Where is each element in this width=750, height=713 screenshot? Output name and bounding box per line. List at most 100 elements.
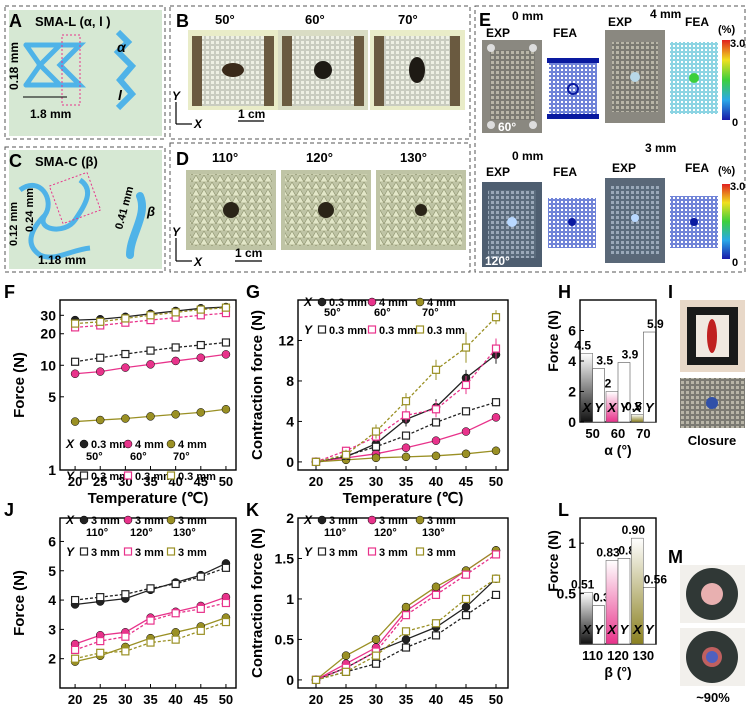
e-fea-3 <box>548 198 596 248</box>
ratio-caption: ~90% <box>696 690 730 705</box>
data-point-G-2 <box>401 452 411 462</box>
x-tick-label-K: 45 <box>459 692 473 707</box>
legend-angle-F: 50° <box>86 451 103 463</box>
photo-d-120 <box>281 170 371 250</box>
data-point-G-1 <box>461 427 471 436</box>
x-tick-label-J: 45 <box>194 692 208 707</box>
legend-marker-open-F <box>123 471 133 480</box>
bar-y-L-110 <box>592 605 605 645</box>
x-tick-label-J: 20 <box>68 692 82 707</box>
legend-label-x-J: 3 mm <box>91 515 120 527</box>
sma-c-strut-drawing <box>126 192 146 259</box>
x-tick-label-J: 25 <box>93 692 107 707</box>
x-tick-label-G: 25 <box>339 474 353 489</box>
y-axis-label-H: Force (N) <box>545 310 561 371</box>
y-tick-label-J: 5 <box>48 563 56 579</box>
x-tick-label-F: 45 <box>194 474 208 489</box>
data-point-F-2 <box>121 414 130 423</box>
legend-marker-filled-K <box>367 515 377 525</box>
legend-marker-open-K <box>415 547 425 556</box>
legend-label-x-J: 3 mm <box>178 515 207 527</box>
data-point-K-5 <box>401 627 411 636</box>
photo-bladder-open <box>680 565 745 623</box>
panel-letter-F: F <box>4 282 15 302</box>
panel-B-border <box>169 5 471 140</box>
data-point-F-3 <box>196 340 205 350</box>
x-tick-label-G: 45 <box>459 474 473 489</box>
data-point-K-3 <box>431 631 441 640</box>
panel-letter-A: A <box>9 11 22 31</box>
legend-marker-filled-K <box>415 515 425 525</box>
photo-wound-closed <box>680 378 745 428</box>
panel-A-title: SMA-L (α, l ) <box>35 14 111 29</box>
legend-marker-open-G <box>367 325 377 334</box>
e-bottom-right-offset: 3 mm <box>645 141 676 155</box>
data-point-J-2 <box>171 628 180 637</box>
legend-marker-filled-G <box>317 297 327 307</box>
data-point-G-2 <box>371 453 381 463</box>
legend-label-y-G: 0.3 mm <box>329 325 367 337</box>
photo-b-50 <box>188 30 278 110</box>
legend-angle-F: 60° <box>130 451 147 463</box>
data-point-K-3 <box>491 590 501 600</box>
data-point-J-4 <box>171 609 180 618</box>
legend-angle-K: 130° <box>422 527 445 539</box>
legend-angle-J: 120° <box>130 527 153 539</box>
data-point-G-5 <box>341 450 351 459</box>
axis-x-label-b: X <box>193 117 203 131</box>
panel-E-border <box>474 5 746 273</box>
data-point-F-1 <box>70 369 80 378</box>
x-tick-label-G: 30 <box>369 474 383 489</box>
data-point-F-5 <box>96 317 105 326</box>
y-axis-label-L: Force (N) <box>545 530 561 591</box>
photo-d-110 <box>186 170 276 250</box>
x-tick-label-F: 20 <box>68 474 82 489</box>
e-fea-label-4: FEA <box>685 161 709 175</box>
e-exp-label-4: EXP <box>612 161 636 175</box>
panel-letter-H: H <box>558 282 571 302</box>
photo-d-130 <box>376 170 466 250</box>
data-point-G-4 <box>431 405 441 414</box>
bar-value-x-L: 0.51 <box>571 578 595 592</box>
legend-marker-open-J <box>79 547 89 556</box>
bar-series-y-H: Y <box>594 400 604 415</box>
data-point-J-3 <box>171 579 180 589</box>
unit-cell-highlight-c <box>48 171 102 225</box>
y-tick-label-G: 12 <box>278 332 294 348</box>
legend-label-x-F: 0.3 mm <box>91 439 129 451</box>
bar-series-y-H: Y <box>620 400 630 415</box>
data-point-K-2 <box>401 602 411 612</box>
data-point-F-3 <box>96 353 105 362</box>
data-point-G-2 <box>461 449 471 459</box>
closure-caption: Closure <box>688 433 736 448</box>
data-point-F-5 <box>121 314 130 323</box>
cb-min-top: 0 <box>732 117 738 129</box>
y-tick-label-K: 1 <box>286 591 294 607</box>
y-tick-label-H: 0 <box>568 414 576 430</box>
legend-label-x-F: 4 mm <box>178 439 207 451</box>
data-point-K-5 <box>371 651 381 660</box>
plot-frame-K <box>297 517 509 689</box>
y-tick-label-F: 30 <box>40 307 56 323</box>
e-top-left-offset: 0 mm <box>512 9 543 23</box>
bar-y-H-70 <box>643 331 656 423</box>
y-tick-label-L: 0.5 <box>557 586 577 602</box>
legend-marker-open-G <box>415 325 425 334</box>
data-point-G-2 <box>431 451 441 461</box>
x-tick-label-L: 130 <box>632 648 654 663</box>
data-point-F-3 <box>121 349 130 359</box>
y-axis-label-K: Contraction force (N) <box>249 528 266 678</box>
data-point-K-4 <box>401 611 411 620</box>
panel-D: D 110° 120° 130° Y X 1 cm <box>169 142 471 273</box>
legend-label-y-G: 0.3 mm <box>379 325 417 337</box>
legend-marker-open-J <box>123 547 133 556</box>
plot-frame-G <box>297 299 509 471</box>
legend-marker-filled-F <box>79 439 89 449</box>
legend-label-x-J: 3 mm <box>135 515 164 527</box>
x-tick-label-G: 20 <box>309 474 323 489</box>
legend-marker-filled-J <box>79 515 89 525</box>
bar-series-x-H: X <box>581 400 592 415</box>
data-point-G-5 <box>491 313 501 322</box>
